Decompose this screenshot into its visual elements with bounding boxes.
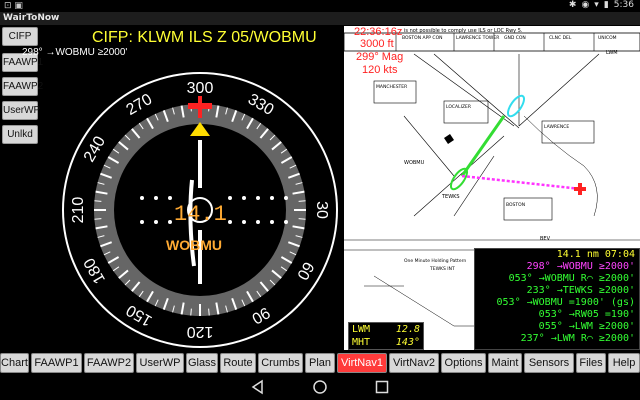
userwp-button[interactable]: UserWP xyxy=(2,101,40,120)
home-icon[interactable] xyxy=(312,379,328,395)
plate-label-localizer: LOCALIZER xyxy=(446,104,471,110)
notification-icons: ⊡ ▣ xyxy=(4,1,23,11)
navaid-bearing: 143° xyxy=(395,337,420,348)
time-readout: 22:36:16z xyxy=(354,26,403,38)
course-bug-icon xyxy=(188,96,212,118)
info-line: 298° →WOBMU ≥2000' xyxy=(526,261,635,272)
heading-label: 120 xyxy=(187,323,214,340)
heading-marker-icon xyxy=(190,122,210,136)
aircraft-center-icon xyxy=(187,197,213,223)
tab-maint[interactable]: Maint xyxy=(488,353,522,373)
tab-options[interactable]: Options xyxy=(441,353,486,373)
heading-label: 300 xyxy=(187,80,214,97)
plate-label-gnd: GND CON xyxy=(504,35,526,41)
plate-label-bev: BEV xyxy=(540,236,551,242)
plate-header-note: is not possible to comply use ILS or LOC… xyxy=(404,28,523,34)
tab-faawp1[interactable]: FAAWP1 xyxy=(31,353,82,373)
navaid-distance: 12.8 xyxy=(395,324,420,335)
waypoint-name: WOBMU xyxy=(166,237,222,253)
cifp-next-leg: 298° →WOBMU ≥2000' xyxy=(22,47,128,58)
faawp2-button[interactable]: FAAWP2 xyxy=(2,77,43,96)
tab-virtnav1[interactable]: VirtNav1 xyxy=(337,353,387,373)
heading-label: 60 xyxy=(293,259,317,283)
recents-icon[interactable] xyxy=(374,379,390,395)
status-icons: ✱ ◉ ▾ ▮ 5:36 xyxy=(569,0,634,10)
location-icon: ◉ xyxy=(581,0,590,10)
plate-label-lwm: LWM xyxy=(606,50,618,56)
plate-label-holding: One Minute Holding Pattern xyxy=(404,258,466,264)
faawp1-button[interactable]: FAAWP1 xyxy=(2,53,43,72)
tab-files[interactable]: Files xyxy=(576,353,606,373)
clock: 5:36 xyxy=(613,0,634,10)
plate-label-manchester: MANCHESTER xyxy=(376,84,407,90)
heading-label: 210 xyxy=(70,197,87,224)
plate-label-lawrence: LAWRENCE xyxy=(544,124,569,130)
wifi-icon: ▾ xyxy=(594,0,599,10)
tab-glass[interactable]: Glass xyxy=(186,353,218,373)
navaid-label: MHT xyxy=(352,337,371,348)
back-icon[interactable] xyxy=(250,379,266,395)
plate-label-tewks-int: TEWKS INT xyxy=(429,266,455,272)
cifp-approach-title: CIFP: KLWM ILS Z 05/WOBMU xyxy=(92,29,317,46)
cdi-needle xyxy=(188,140,202,284)
plate-label-unicom: UNICOM xyxy=(598,35,617,41)
info-line: 053° →WOBMU R⌒ ≥2000' xyxy=(508,273,635,284)
android-status-bar: ⊡ ▣ ✱ ◉ ▾ ▮ 5:36 xyxy=(0,0,640,12)
plate-label-tower: LAWRENCE TOWER xyxy=(456,35,499,41)
info-line: 237° →LWM R⌒ ≥2000' xyxy=(520,333,635,344)
tab-virtnav2[interactable]: VirtNav2 xyxy=(389,353,439,373)
info-line: 055° →LWM ≥2000' xyxy=(538,321,635,332)
ownship-aircraft-icon xyxy=(574,183,586,195)
plate-terrain-icon xyxy=(444,134,454,144)
app-title-bar: WairToNow xyxy=(0,12,640,25)
compass-ticks xyxy=(94,104,306,316)
heading-label: 90 xyxy=(249,303,273,327)
nav-distance-box: LWM 12.8 MHT 143° xyxy=(348,322,424,350)
course-readout: 299° Mag xyxy=(356,51,404,63)
unlkd-button[interactable]: Unlkd xyxy=(2,125,38,144)
route-info-box: 14.1 nm 07:04 298° →WOBMU ≥2000' 053° →W… xyxy=(474,248,640,350)
plate-label-clnc: CLNC DEL xyxy=(549,35,572,41)
tab-chart[interactable]: Chart xyxy=(0,353,29,373)
bottom-tab-bar: Chart FAAWP1 FAAWP2 UserWP Glass Route C… xyxy=(0,352,640,374)
battery-icon: ▮ xyxy=(603,0,609,10)
heading-label: 30 xyxy=(313,201,330,219)
info-line: 233° →TEWKS ≥2000' xyxy=(526,285,635,296)
info-line: 14.1 nm 07:04 xyxy=(556,249,635,260)
cifp-button[interactable]: CIFP xyxy=(2,27,38,46)
plate-label-approach: BOSTON APP CON xyxy=(402,35,442,41)
tab-plan[interactable]: Plan xyxy=(305,353,335,373)
tab-userwp[interactable]: UserWP xyxy=(136,353,184,373)
tab-route[interactable]: Route xyxy=(220,353,256,373)
speed-readout: 120 kts xyxy=(362,64,398,76)
app-title: WairToNow xyxy=(3,13,60,23)
tab-help[interactable]: Help xyxy=(608,353,640,373)
plate-course-lines xyxy=(344,53,640,251)
dme-distance: 14.1 xyxy=(174,202,227,227)
deviation-dots xyxy=(140,166,288,254)
plate-label-wobmu: WOBMU xyxy=(404,160,425,166)
tab-sensors[interactable]: Sensors xyxy=(524,353,574,373)
altitude-readout: 3000 ft xyxy=(360,38,394,50)
plate-label-boston: BOSTON xyxy=(506,202,525,208)
info-line: 053° →WOBMU =1900' (gs) xyxy=(496,297,635,308)
navaid-label: LWM xyxy=(352,324,371,335)
plate-label-tewks: TEWKS xyxy=(441,194,460,200)
tab-crumbs[interactable]: Crumbs xyxy=(258,353,303,373)
plate-coastline xyxy=(523,115,598,217)
info-line: 053° →RW05 =190' xyxy=(538,309,635,320)
android-nav-bar xyxy=(0,374,640,400)
route-overlay xyxy=(449,94,582,191)
bluetooth-icon: ✱ xyxy=(568,0,577,10)
tab-faawp2[interactable]: FAAWP2 xyxy=(84,353,134,373)
